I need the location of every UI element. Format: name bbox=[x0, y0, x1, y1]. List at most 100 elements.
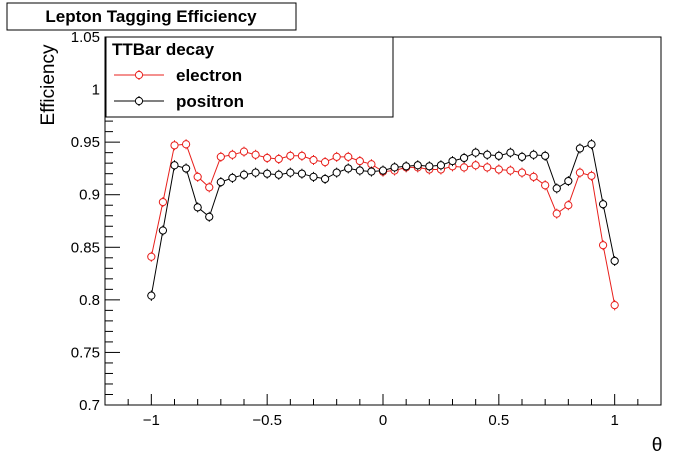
data-point bbox=[216, 152, 225, 161]
data-point bbox=[344, 164, 353, 173]
legend-entry-positron: positron bbox=[114, 92, 244, 111]
data-point bbox=[529, 172, 538, 181]
data-point bbox=[517, 152, 527, 161]
data-point bbox=[587, 171, 596, 180]
data-point bbox=[483, 163, 492, 172]
data-point bbox=[309, 172, 318, 181]
data-point bbox=[459, 153, 469, 163]
legend-label: electron bbox=[176, 66, 242, 85]
series-positron bbox=[147, 139, 619, 301]
data-point bbox=[263, 153, 272, 163]
data-point bbox=[228, 150, 237, 159]
x-tick-label: 1 bbox=[610, 412, 618, 429]
y-tick-label: 1.05 bbox=[71, 29, 100, 46]
data-point bbox=[564, 201, 573, 210]
data-point bbox=[170, 141, 179, 150]
legend-box bbox=[105, 36, 394, 118]
y-axis-label: Efficiency bbox=[38, 44, 59, 125]
data-point bbox=[506, 148, 515, 157]
chart-title-box: Lepton Tagging Efficiency bbox=[6, 2, 297, 31]
data-point bbox=[587, 140, 596, 149]
data-point bbox=[367, 167, 376, 176]
data-point bbox=[286, 151, 295, 160]
data-point bbox=[355, 166, 364, 175]
data-point bbox=[413, 161, 422, 170]
data-point bbox=[158, 226, 168, 235]
data-point bbox=[147, 252, 156, 261]
data-point bbox=[494, 151, 503, 160]
data-point bbox=[471, 148, 480, 157]
data-point bbox=[193, 203, 202, 212]
series-layer bbox=[147, 139, 619, 311]
data-point bbox=[263, 169, 272, 178]
data-point bbox=[459, 163, 469, 172]
legend-label: positron bbox=[176, 92, 244, 111]
data-point bbox=[529, 150, 538, 159]
chart-title: Lepton Tagging Efficiency bbox=[45, 7, 257, 26]
data-point bbox=[378, 166, 388, 175]
y-tick-label: 0.8 bbox=[79, 292, 100, 309]
data-point bbox=[575, 168, 585, 177]
legend-marker bbox=[134, 70, 144, 80]
data-point bbox=[506, 166, 515, 175]
data-point bbox=[228, 173, 237, 182]
data-point bbox=[552, 184, 561, 193]
data-point bbox=[332, 168, 341, 177]
data-point bbox=[402, 162, 411, 171]
data-point bbox=[483, 150, 492, 159]
data-point bbox=[344, 152, 353, 161]
x-axis: −1 −0.5 0 0.5 1 bbox=[104, 394, 662, 429]
x-tick-label: −0.5 bbox=[252, 412, 282, 429]
legend-marker bbox=[134, 96, 144, 106]
x-tick-label: 0.5 bbox=[488, 412, 509, 429]
data-point bbox=[448, 156, 457, 166]
y-tick-label: 1 bbox=[92, 82, 100, 99]
legend-title: TTBar decay bbox=[112, 40, 215, 59]
x-tick-label: 0 bbox=[379, 412, 387, 429]
data-point bbox=[297, 151, 307, 160]
data-point bbox=[598, 241, 608, 250]
data-point bbox=[390, 163, 399, 172]
data-point bbox=[286, 168, 295, 177]
y-tick-label: 0.85 bbox=[71, 239, 100, 256]
legend-entry-electron: electron bbox=[114, 66, 242, 85]
data-point bbox=[471, 161, 480, 170]
data-point bbox=[564, 176, 573, 186]
data-point bbox=[541, 151, 550, 160]
data-point bbox=[610, 301, 619, 310]
data-point bbox=[205, 183, 214, 192]
x-axis-label: θ bbox=[652, 435, 663, 456]
data-point bbox=[274, 154, 283, 164]
data-point bbox=[239, 170, 249, 179]
data-point bbox=[552, 209, 561, 218]
data-point bbox=[297, 169, 307, 178]
x-tick-label: −1 bbox=[143, 412, 160, 429]
data-point bbox=[181, 164, 191, 173]
data-point bbox=[355, 156, 364, 166]
data-point bbox=[436, 161, 446, 170]
data-point bbox=[610, 256, 619, 266]
data-point bbox=[205, 212, 214, 221]
y-tick-label: 0.75 bbox=[71, 344, 100, 361]
data-point bbox=[239, 147, 249, 156]
data-point bbox=[251, 168, 260, 177]
data-point bbox=[147, 291, 156, 300]
data-point bbox=[332, 152, 341, 161]
data-point bbox=[158, 197, 168, 207]
data-point bbox=[575, 144, 585, 153]
data-point bbox=[309, 155, 318, 165]
data-point bbox=[274, 170, 283, 179]
y-tick-label: 0.9 bbox=[79, 187, 100, 204]
data-point bbox=[517, 168, 527, 177]
data-point bbox=[541, 181, 550, 190]
data-point bbox=[251, 150, 260, 159]
data-point bbox=[494, 165, 503, 174]
data-point bbox=[216, 177, 225, 187]
data-point bbox=[193, 172, 202, 181]
series-electron bbox=[147, 139, 619, 311]
legend: TTBar decay electron positron bbox=[105, 36, 394, 118]
data-point bbox=[320, 174, 330, 184]
y-tick-label: 0.95 bbox=[71, 134, 100, 151]
data-point bbox=[598, 200, 608, 209]
